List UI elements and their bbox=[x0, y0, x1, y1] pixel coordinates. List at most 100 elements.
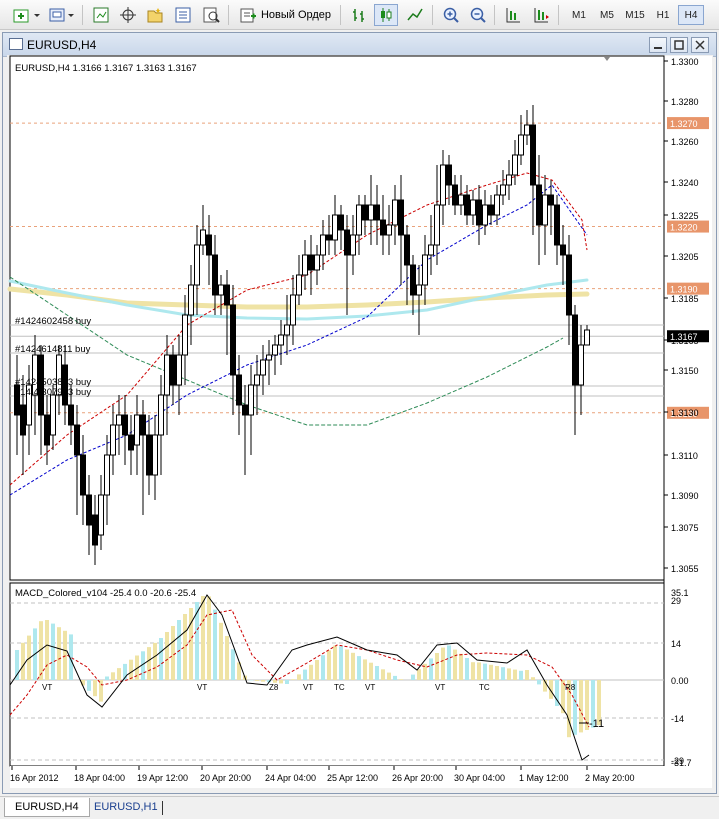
candle-body bbox=[314, 254, 320, 271]
macd-histogram-bar bbox=[129, 659, 133, 680]
close-button[interactable] bbox=[691, 37, 709, 53]
candle-body bbox=[26, 384, 32, 426]
macd-histogram-bar bbox=[507, 668, 511, 680]
candle-body bbox=[578, 344, 584, 386]
timeframe-h1[interactable]: H1 bbox=[656, 9, 670, 21]
candle-body bbox=[176, 354, 182, 386]
macd-tick-label: -14 bbox=[671, 714, 684, 724]
price-tick-label: 1.3075 bbox=[671, 523, 699, 533]
order-label[interactable]: #14 4 307993 buy bbox=[15, 387, 91, 398]
macd-histogram-bar bbox=[399, 679, 403, 680]
tab-eurusd-h4[interactable]: EURUSD,H4 bbox=[4, 798, 90, 817]
macd-histogram-bar bbox=[381, 669, 385, 680]
macd-histogram-bar bbox=[15, 650, 19, 680]
macd-histogram-bar bbox=[495, 666, 499, 680]
macd-histogram-bar bbox=[189, 608, 193, 680]
date-tick-label: 30 Apr 04:00 bbox=[454, 773, 505, 783]
chart-window-titlebar[interactable]: EURUSD,H4 bbox=[3, 33, 716, 57]
moving-average-fast bbox=[9, 172, 588, 486]
macd-tick-label: 29 bbox=[671, 596, 681, 606]
date-tick-label: 20 Apr 20:00 bbox=[200, 773, 251, 783]
macd-histogram-bar bbox=[561, 680, 565, 714]
terminal-icon[interactable] bbox=[172, 4, 194, 26]
macd-signal-label: TC bbox=[334, 683, 345, 692]
minimize-icon bbox=[654, 47, 662, 49]
candle-body bbox=[494, 194, 500, 216]
market-watch-icon[interactable] bbox=[90, 4, 112, 26]
macd-histogram-bar bbox=[321, 655, 325, 680]
price-level-label: 1.3220 bbox=[670, 223, 698, 233]
macd-signal-label: TC bbox=[479, 683, 490, 692]
price-tick-label: 1.3225 bbox=[671, 211, 699, 221]
macd-histogram-bar bbox=[231, 649, 235, 680]
candle-body bbox=[44, 414, 50, 446]
candle-body bbox=[254, 374, 260, 386]
toolbar-separator bbox=[432, 5, 433, 25]
tab-separator bbox=[162, 801, 163, 815]
macd-histogram-bar bbox=[117, 668, 121, 680]
new-order-button[interactable]: Новый Ордер bbox=[236, 4, 334, 26]
chart-window-title: EURUSD,H4 bbox=[27, 38, 97, 52]
timeframe-m15[interactable]: M15 bbox=[625, 9, 645, 21]
price-level-label-bg bbox=[667, 117, 709, 130]
candlestick-chart-icon[interactable] bbox=[374, 4, 398, 26]
minimize-button[interactable] bbox=[649, 37, 667, 53]
candle-body bbox=[386, 224, 392, 236]
candle-body bbox=[560, 244, 566, 256]
zoom-in-icon[interactable] bbox=[440, 4, 462, 26]
macd-signal-label: Z8 bbox=[269, 683, 279, 692]
timeframe-m1[interactable]: M1 bbox=[572, 9, 586, 21]
current-price-label-bg bbox=[667, 330, 709, 343]
candle-body bbox=[266, 354, 272, 361]
macd-histogram-bar bbox=[513, 669, 517, 680]
price-level-label: 1.3270 bbox=[670, 119, 698, 129]
macd-histogram-bar bbox=[525, 670, 529, 680]
new-chart-icon[interactable] bbox=[10, 4, 44, 26]
macd-histogram-bar bbox=[99, 680, 103, 702]
timeframe-m5[interactable]: M5 bbox=[600, 9, 614, 21]
autoscroll-icon[interactable] bbox=[502, 4, 524, 26]
order-label[interactable]: #1424602458 buy bbox=[15, 316, 91, 327]
macd-histogram-bar bbox=[501, 667, 505, 680]
order-label[interactable]: #1424614811 buy bbox=[15, 344, 91, 355]
chart-info: EURUSD,H4 1.3166 1.3167 1.3163 1.3167 bbox=[15, 63, 197, 74]
macd-histogram-bar bbox=[111, 672, 115, 680]
date-tick-label: 19 Apr 12:00 bbox=[137, 773, 188, 783]
macd-histogram-bar bbox=[255, 680, 259, 681]
price-tick-label: 1.3300 bbox=[671, 57, 699, 67]
candle-body bbox=[464, 194, 470, 216]
macd-histogram-bar bbox=[351, 652, 355, 680]
maximize-button[interactable] bbox=[670, 37, 688, 53]
candle-body bbox=[344, 229, 350, 256]
chart-shift-marker bbox=[604, 57, 610, 61]
candle-body bbox=[572, 314, 578, 386]
price-tick-label: 1.3260 bbox=[671, 137, 699, 147]
moving-average-band-cyan bbox=[8, 278, 589, 321]
bar-chart-icon[interactable] bbox=[348, 4, 370, 26]
current-price-label: 1.3167 bbox=[670, 332, 698, 342]
line-chart-icon[interactable] bbox=[404, 4, 426, 26]
order-label[interactable]: #1424503863 buy bbox=[15, 377, 91, 388]
timeframe-h4[interactable]: H4 bbox=[678, 5, 704, 25]
macd-histogram-bar bbox=[291, 679, 295, 680]
macd-histogram-bar bbox=[375, 666, 379, 680]
macd-histogram-bar bbox=[159, 638, 163, 680]
candle-body bbox=[272, 344, 278, 356]
candle-body bbox=[20, 404, 26, 436]
navigator-icon[interactable] bbox=[144, 4, 166, 26]
profiles-icon[interactable] bbox=[47, 4, 77, 26]
strategy-tester-icon[interactable] bbox=[200, 4, 222, 26]
candle-body bbox=[422, 254, 428, 286]
crosshair-icon[interactable] bbox=[117, 4, 139, 26]
tab-eurusd-h1[interactable]: EURUSD,H1 bbox=[94, 801, 158, 813]
candle-body bbox=[434, 204, 440, 246]
macd-histogram-bar bbox=[57, 627, 61, 680]
candle-body bbox=[524, 124, 530, 136]
price-level-label-bg bbox=[667, 220, 709, 233]
zoom-out-icon[interactable] bbox=[467, 4, 489, 26]
candle-body bbox=[110, 424, 116, 456]
date-tick-label: 24 Apr 04:00 bbox=[265, 773, 316, 783]
chart-area[interactable]: VT VT Z8 VT TC VT VT TC R8 -11 1.3270 1.3220 1.3190… bbox=[7, 55, 713, 790]
chart-shift-icon[interactable] bbox=[530, 4, 552, 26]
macd-histogram-bar bbox=[147, 647, 151, 680]
